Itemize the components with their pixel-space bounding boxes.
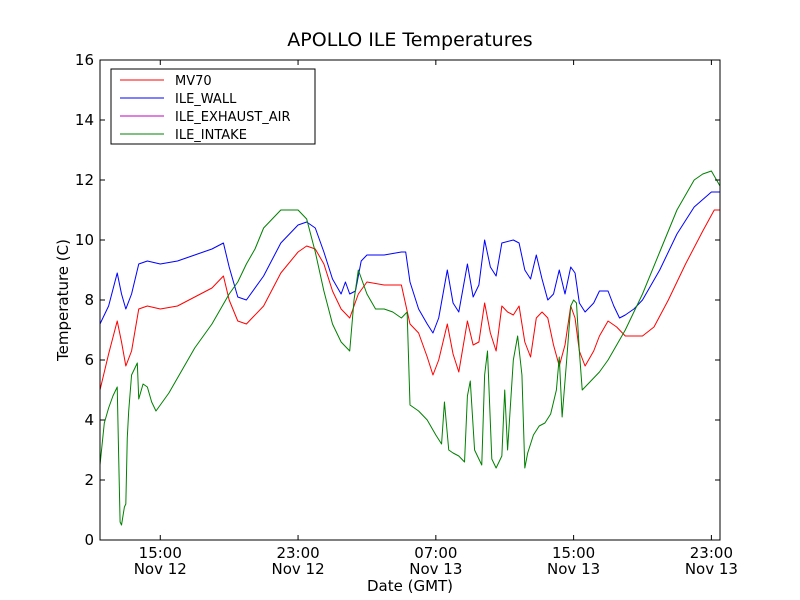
- legend: MV70 ILE_WALL ILE_EXHAUST_AIR ILE_INTAKE: [110, 68, 316, 145]
- legend-entries: MV70 ILE_WALL ILE_EXHAUST_AIR ILE_INTAKE: [120, 74, 291, 143]
- y-tick-label: 4: [84, 411, 94, 429]
- y-tick-label: 2: [84, 471, 94, 489]
- x-tick-label-time: 23:00: [276, 544, 319, 562]
- x-tick-label-time: 15:00: [139, 544, 182, 562]
- y-tick-label: 10: [75, 231, 94, 249]
- chart-title: APOLLO ILE Temperatures: [287, 29, 532, 51]
- legend-label-ile-exhaust-air: ILE_EXHAUST_AIR: [175, 110, 291, 125]
- plot-frame: [99, 59, 721, 541]
- legend-label-mv70: MV70: [175, 74, 212, 89]
- y-tick-label: 14: [75, 111, 94, 129]
- x-tick-label-date: Nov 13: [685, 560, 738, 578]
- legend-box: [110, 68, 316, 145]
- legend-label-ile-intake: ILE_INTAKE: [175, 128, 247, 143]
- y-tick-label: 6: [84, 351, 94, 369]
- x-tick-label-date: Nov 13: [547, 560, 600, 578]
- x-tick-label-date: Nov 12: [271, 560, 324, 578]
- x-axis-label: Date (GMT): [367, 577, 453, 595]
- x-tick-label-date: Nov 13: [409, 560, 462, 578]
- x-tick-label-date: Nov 12: [134, 560, 187, 578]
- series-line-mv70: [99, 209, 720, 391]
- legend-label-ile-wall: ILE_WALL: [175, 92, 237, 107]
- x-tick-label-time: 23:00: [690, 544, 733, 562]
- y-axis-label: Temperature (C): [54, 239, 72, 362]
- y-tick-label: 12: [75, 171, 94, 189]
- series-line-ile-wall: [99, 191, 720, 334]
- series-layer: [99, 170, 721, 526]
- y-tick-label: 0: [84, 531, 94, 549]
- y-tick-label: 16: [75, 51, 94, 69]
- y-tick-label: 8: [84, 291, 94, 309]
- series-line-ile-intake: [99, 170, 721, 526]
- x-tick-label-time: 07:00: [414, 544, 457, 562]
- x-tick-label-time: 15:00: [552, 544, 595, 562]
